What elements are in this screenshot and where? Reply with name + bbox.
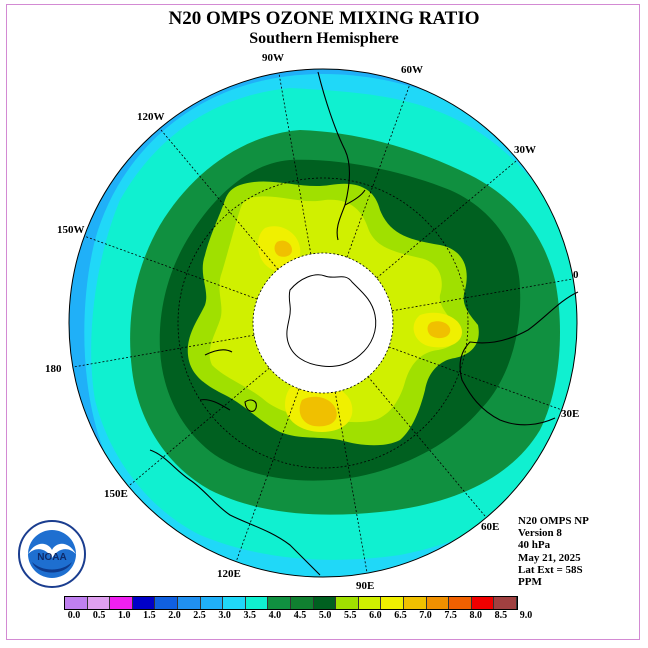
noaa-logo-icon: NOAA xyxy=(18,520,86,588)
info-line-5: Lat Ext = 58S xyxy=(518,563,583,576)
colorbar-ticks: 0.0 0.5 1.0 1.5 2.0 2.5 3.0 3.5 4.0 4.5 5.0 5.5 6.0 6… xyxy=(0,610,648,624)
lat-circle-inner xyxy=(252,252,394,394)
longitude-label: 0 xyxy=(573,269,579,281)
map-title: N20 OMPS OZONE MIXING RATIO xyxy=(168,8,480,29)
coastline-africa xyxy=(459,291,579,426)
colorbar-swatch xyxy=(110,597,133,609)
coastline-australia xyxy=(149,449,321,576)
meridian-line xyxy=(278,72,312,255)
meridian-line xyxy=(84,235,258,300)
meridian-line xyxy=(72,334,255,368)
info-block: N20 OMPS NP Version 8 40 hPa May 21, 202… xyxy=(518,515,589,588)
longitude-label: 120W xyxy=(137,111,165,123)
colorbar-tick-label: 1.0 xyxy=(117,610,131,621)
info-line-2: Version 8 xyxy=(518,527,562,540)
graticule xyxy=(72,72,574,574)
colorbar-swatch xyxy=(177,597,201,609)
meridians xyxy=(72,72,574,574)
colorbar-swatch xyxy=(87,597,111,609)
longitude-label: 180 xyxy=(45,363,62,375)
longitude-label: 30E xyxy=(561,408,580,420)
colorbar-tick-label: 2.5 xyxy=(193,610,206,621)
colorbar-tick-label: 0.5 xyxy=(92,610,106,621)
coastline-new-zealand xyxy=(199,349,233,411)
logo-text: NOAA xyxy=(37,552,66,563)
longitude-label: 60E xyxy=(481,521,500,533)
info-line-1: N20 OMPS NP xyxy=(518,515,589,527)
colorbar-swatch xyxy=(494,597,517,609)
meridian-line xyxy=(235,388,300,562)
meridian-line xyxy=(367,376,487,518)
level-7.0-7.5 xyxy=(274,240,292,257)
colorbar-swatch xyxy=(155,597,178,609)
longitude-label: 150W xyxy=(57,224,85,236)
level-7.0-7.5 xyxy=(427,321,451,339)
meridian-line xyxy=(334,391,368,574)
colorbar-tick-label: 8.0 xyxy=(469,610,483,621)
level-7.0-7.5 xyxy=(299,396,337,427)
colorbar-tick-label: 7.0 xyxy=(419,610,432,621)
meridian-line xyxy=(128,367,270,487)
longitude-label: 90E xyxy=(356,580,375,592)
longitude-label: 120E xyxy=(217,568,241,580)
colorbar-swatch xyxy=(290,597,314,609)
colorbar-swatch xyxy=(200,597,224,609)
colorbar-tick-label: 6.5 xyxy=(394,610,407,621)
colorbar-swatch xyxy=(65,597,88,609)
colorbar-tick-label: 0.0 xyxy=(67,610,81,621)
colorbar-swatch xyxy=(223,597,246,609)
meridian-line xyxy=(388,346,562,411)
map-subtitle: Southern Hemisphere xyxy=(249,30,399,47)
colorbar-swatch xyxy=(471,597,495,609)
colorbar-tick-label: 1.5 xyxy=(143,610,156,621)
colorbar-tick-label: 5.5 xyxy=(343,610,357,621)
colorbar-swatch xyxy=(449,597,472,609)
colorbar-tick-label: 2.0 xyxy=(168,610,181,621)
antarctica-outline xyxy=(286,274,377,367)
colorbar-swatch xyxy=(336,597,359,609)
colorbar-swatch xyxy=(268,597,291,609)
colorbar-tick-label: 8.5 xyxy=(494,610,508,621)
colorbar-tick-label: 4.5 xyxy=(293,610,307,621)
colorbar-tick-label: 7.5 xyxy=(444,610,457,621)
colorbar-tick-label: 4.0 xyxy=(268,610,282,621)
colorbar-tick-label: 3.0 xyxy=(218,610,231,621)
colorbar-tick-label: 9.0 xyxy=(519,610,533,621)
info-line-3: 40 hPa xyxy=(518,539,551,552)
meridian-line xyxy=(391,278,574,312)
longitude-label: 60W xyxy=(401,64,423,76)
longitude-label: 90W xyxy=(262,52,284,64)
map-boundary xyxy=(68,68,578,578)
coastline-south-america xyxy=(317,71,366,241)
meridian-line xyxy=(159,128,279,270)
info-line-6: PPM xyxy=(518,576,542,589)
info-line-4: May 21, 2025 xyxy=(518,551,581,564)
colorbar-swatch xyxy=(426,597,450,609)
colorbar-swatch xyxy=(245,597,269,609)
meridian-line xyxy=(346,84,411,258)
colorbar-swatch xyxy=(132,597,156,609)
colorbar-tick-label: 6.0 xyxy=(369,610,382,621)
colorbar-swatch xyxy=(403,597,427,609)
pole-mask xyxy=(253,253,393,393)
colorbar xyxy=(64,596,518,610)
colorbar-swatch xyxy=(313,597,337,609)
meridian-line xyxy=(376,159,518,279)
longitude-label: 150E xyxy=(104,488,128,500)
lat-circle-mid xyxy=(177,177,469,469)
colorbar-swatch xyxy=(358,597,382,609)
colorbar-tick-label: 5.0 xyxy=(318,610,332,621)
colorbar-tick-label: 3.5 xyxy=(243,610,257,621)
longitude-label: 30W xyxy=(514,144,536,156)
plot-frame xyxy=(6,4,640,640)
coastline-tasmania xyxy=(244,399,257,412)
colorbar-swatch xyxy=(381,597,404,609)
